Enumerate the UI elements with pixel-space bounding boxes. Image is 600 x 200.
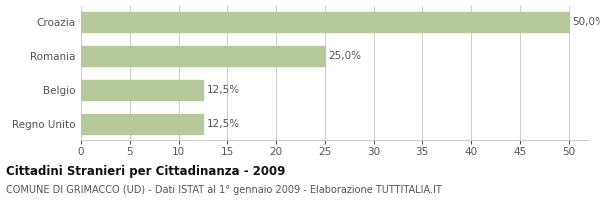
Text: Cittadini Stranieri per Cittadinanza - 2009: Cittadini Stranieri per Cittadinanza - 2… [6,165,286,178]
Text: 25,0%: 25,0% [329,51,362,61]
Text: 12,5%: 12,5% [207,119,240,129]
Bar [81,114,203,134]
Text: 50,0%: 50,0% [572,17,600,27]
Bar [81,80,203,100]
Text: COMUNE DI GRIMACCO (UD) - Dati ISTAT al 1° gennaio 2009 - Elaborazione TUTTITALI: COMUNE DI GRIMACCO (UD) - Dati ISTAT al … [6,185,442,195]
Text: 12,5%: 12,5% [207,85,240,95]
Bar [81,46,325,66]
Bar [81,12,569,32]
